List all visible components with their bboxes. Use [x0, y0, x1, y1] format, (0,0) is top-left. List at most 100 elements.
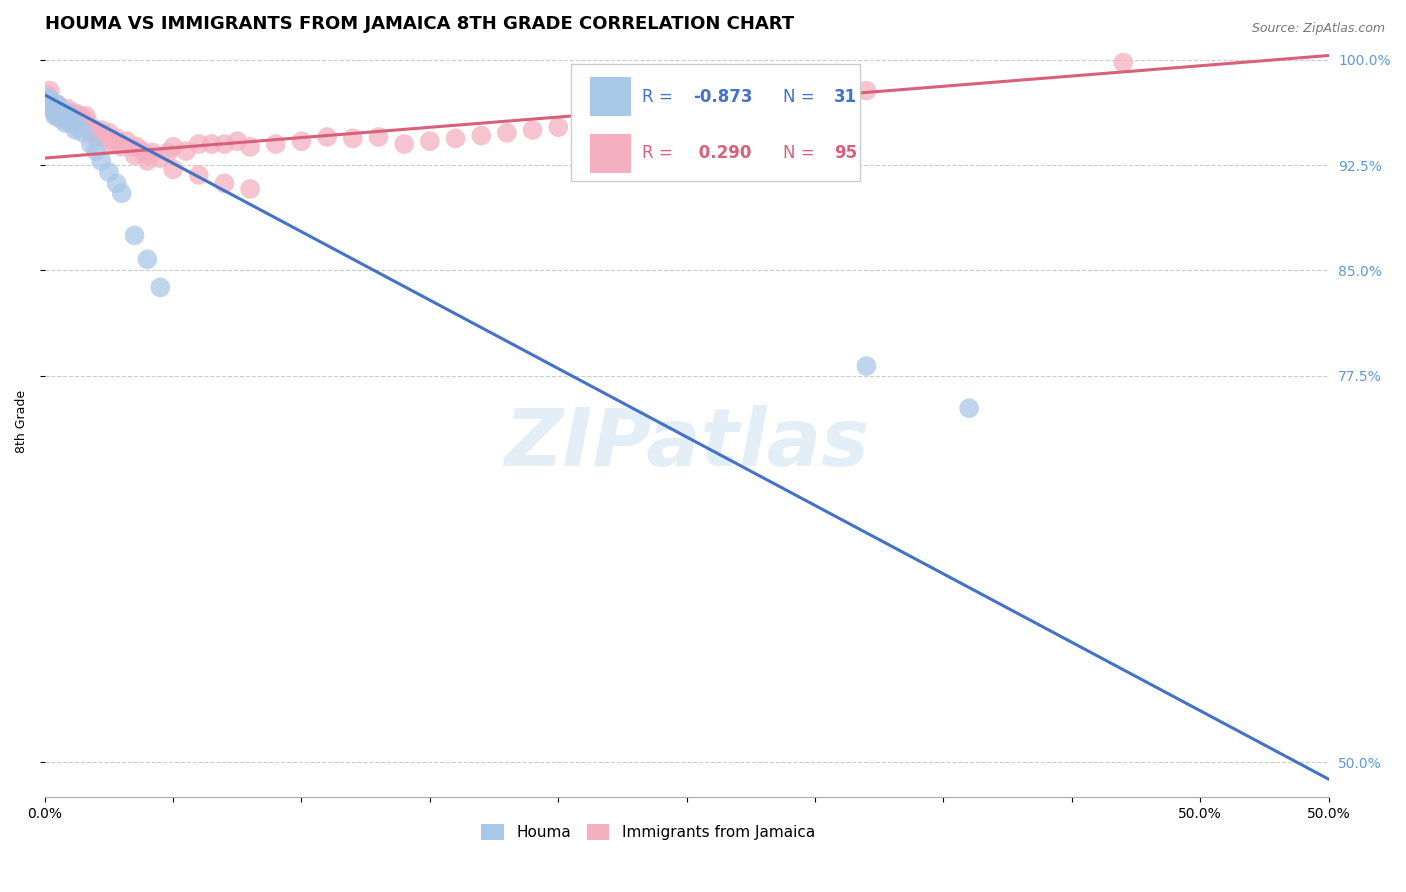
Point [214, 177, 236, 191]
Point [650, 109, 672, 123]
Point [830, 89, 852, 103]
Point [41, 97, 63, 112]
Text: R =: R = [641, 87, 678, 106]
Point [80, 136, 103, 151]
Point [38, 84, 60, 98]
Point [49, 102, 72, 116]
Point [52, 109, 75, 123]
Point [84, 130, 107, 145]
Text: HOUMA VS IMMIGRANTS FROM JAMAICA 8TH GRADE CORRELATION CHART: HOUMA VS IMMIGRANTS FROM JAMAICA 8TH GRA… [45, 15, 794, 33]
Point [80, 126, 103, 140]
Point [62, 116, 84, 130]
Text: 0.290: 0.290 [693, 145, 751, 162]
Point [72, 112, 94, 126]
Point [214, 136, 236, 151]
Point [77, 116, 100, 130]
Point [97, 136, 120, 151]
Point [124, 228, 146, 243]
Point [37, 87, 59, 102]
Point [41, 102, 63, 116]
Point [624, 112, 647, 126]
Point [53, 112, 76, 126]
Point [141, 145, 163, 160]
Point [53, 116, 76, 130]
Legend: Houma, Immigrants from Jamaica: Houma, Immigrants from Jamaica [475, 818, 821, 847]
Point [93, 130, 115, 145]
Point [290, 134, 312, 148]
Point [392, 136, 415, 151]
Point [90, 153, 112, 168]
FancyBboxPatch shape [591, 134, 631, 173]
Point [367, 130, 389, 145]
Text: R =: R = [641, 145, 678, 162]
Point [46, 97, 69, 112]
Point [124, 148, 146, 162]
Point [72, 120, 94, 135]
Point [84, 144, 107, 158]
Point [67, 120, 90, 135]
Point [264, 136, 287, 151]
Point [82, 126, 104, 140]
Point [957, 401, 980, 416]
Point [702, 103, 724, 118]
Point [41, 102, 63, 116]
Point [131, 144, 153, 158]
Point [419, 134, 441, 148]
Text: ZIPatlas: ZIPatlas [505, 405, 869, 483]
Point [572, 117, 595, 131]
Point [111, 140, 134, 154]
Text: N =: N = [783, 87, 820, 106]
Point [38, 92, 60, 106]
Point [187, 168, 209, 182]
Point [752, 97, 775, 112]
Point [65, 116, 87, 130]
Point [65, 116, 87, 130]
Point [727, 101, 749, 115]
Point [470, 128, 492, 143]
Point [44, 104, 66, 119]
Point [59, 112, 82, 126]
Point [72, 126, 94, 140]
Point [44, 97, 66, 112]
Point [72, 120, 94, 135]
Point [67, 120, 90, 135]
Point [56, 102, 79, 116]
Point [41, 95, 63, 109]
Point [44, 106, 66, 120]
Point [56, 109, 79, 123]
Point [136, 148, 159, 162]
Point [522, 123, 544, 137]
Point [38, 94, 60, 108]
Point [87, 126, 110, 140]
Point [316, 130, 339, 145]
Point [46, 104, 69, 119]
Point [49, 102, 72, 116]
Point [37, 90, 59, 104]
Point [778, 95, 800, 109]
Point [84, 123, 107, 137]
Point [62, 109, 84, 123]
Point [105, 131, 128, 145]
Point [136, 153, 159, 168]
Point [136, 252, 159, 267]
Point [46, 97, 69, 112]
Point [162, 162, 184, 177]
Point [239, 182, 262, 196]
Point [59, 106, 82, 120]
Point [599, 114, 621, 128]
Point [52, 112, 75, 126]
Point [547, 120, 569, 135]
Point [121, 140, 143, 154]
Point [342, 131, 364, 145]
Point [111, 136, 134, 151]
Point [69, 109, 91, 123]
Point [53, 109, 76, 123]
Point [162, 140, 184, 154]
Point [115, 134, 138, 148]
Point [90, 123, 112, 137]
Text: 31: 31 [834, 87, 858, 106]
Point [239, 140, 262, 154]
Point [111, 186, 134, 201]
Point [49, 109, 72, 123]
Point [226, 134, 249, 148]
